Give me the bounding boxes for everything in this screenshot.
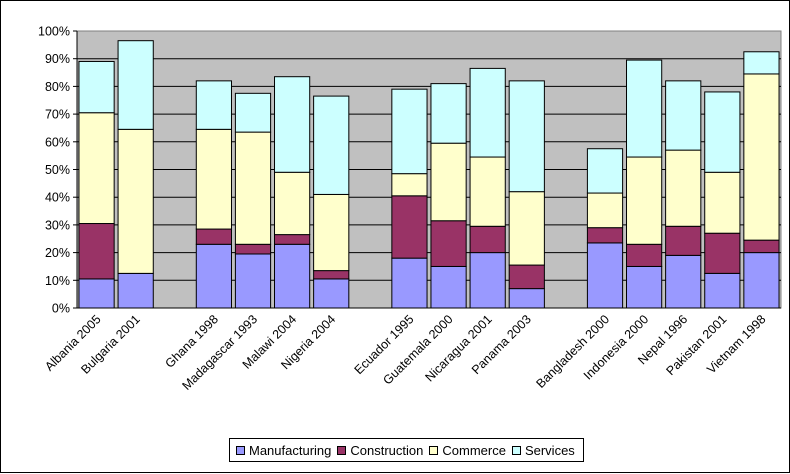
legend-item: Services <box>511 442 575 458</box>
legend-swatch <box>236 445 245 455</box>
legend-swatch <box>337 445 347 455</box>
bar-segment <box>195 228 232 245</box>
chart-legend: Manufacturing Construction Commerce Service… <box>229 438 584 462</box>
bar-segment <box>117 40 154 130</box>
y-tick-label: 40% <box>45 191 70 205</box>
y-tick-label: 60% <box>45 135 70 149</box>
bar-segment <box>704 272 741 309</box>
bar-segment <box>391 88 428 175</box>
y-tick-label: 10% <box>45 274 70 288</box>
bar-segment <box>274 234 311 245</box>
y-tick-label: 30% <box>45 218 70 232</box>
legend-item: Construction <box>337 443 423 458</box>
bar-segment <box>78 278 115 309</box>
bar-segment <box>274 243 311 309</box>
bar-segment <box>430 83 467 144</box>
bar-segment <box>234 253 272 309</box>
bar-segment <box>313 278 350 309</box>
bar-segment <box>117 128 154 274</box>
x-category-label: Guatemala 2000 <box>380 312 455 387</box>
y-tick-label: 0% <box>52 302 70 316</box>
y-tick-label: 100% <box>38 25 70 39</box>
bar-segment <box>665 254 702 309</box>
x-category-label: Bangladesh 2000 <box>533 312 612 391</box>
bar-segment <box>469 252 506 309</box>
y-tick-label: 80% <box>45 80 70 94</box>
bar-segment <box>665 149 702 227</box>
bar-segment <box>469 67 506 158</box>
bar-segment <box>313 193 350 272</box>
bar-segment <box>704 91 741 173</box>
bar-segment <box>78 223 115 280</box>
x-category-label: Nicaragua 2001 <box>422 312 494 384</box>
bar-segment <box>626 265 663 309</box>
bar-segment <box>743 252 780 309</box>
legend-label: Commerce <box>442 442 506 458</box>
bar-segment <box>430 265 467 309</box>
bar-segment <box>626 59 663 158</box>
bar-segment <box>195 128 232 230</box>
bar-segment <box>626 156 663 245</box>
bar-segment <box>313 270 350 280</box>
legend-label: Services <box>524 442 575 458</box>
legend-label: Manufacturing <box>249 442 332 458</box>
bar-segment <box>743 51 780 75</box>
legend-item: Commerce <box>429 443 506 458</box>
bar-segment <box>430 220 467 267</box>
y-tick-label: 90% <box>45 52 70 66</box>
bar-segment <box>586 148 624 194</box>
bar-segment <box>234 243 272 255</box>
bar-segment <box>508 191 545 266</box>
bar-segment <box>391 257 428 309</box>
bar-segment <box>704 171 741 234</box>
legend-swatch <box>429 445 439 455</box>
bar-segment <box>195 243 232 309</box>
bar-segment <box>391 195 428 259</box>
bar-segment <box>430 142 467 222</box>
bar-segment <box>274 76 311 173</box>
bar-segment <box>743 239 780 254</box>
bar-segment <box>508 264 545 290</box>
bar-segment <box>313 95 350 195</box>
bar-segment <box>78 112 115 225</box>
bar-segment <box>195 80 232 130</box>
bar-segment <box>626 243 663 267</box>
bar-segment <box>508 80 545 193</box>
bar-segment <box>665 225 702 256</box>
y-tick-label: 20% <box>45 246 70 260</box>
y-tick-label: 50% <box>45 163 70 177</box>
bar-segment <box>78 60 115 114</box>
bar-segment <box>469 156 506 227</box>
bar-segment <box>704 232 741 274</box>
bar-segment <box>586 192 624 229</box>
bar-segment <box>665 80 702 151</box>
bar-segment <box>586 227 624 244</box>
bar-segment <box>508 288 545 309</box>
bar-segment <box>234 92 272 133</box>
bar-segment <box>391 173 428 197</box>
bar-segment <box>586 242 624 309</box>
bar-segment <box>234 131 272 245</box>
bar-segment <box>743 73 780 241</box>
bar-segment <box>117 272 154 309</box>
bar-segment <box>469 225 506 254</box>
legend-item: Manufacturing <box>236 443 331 458</box>
y-tick-label: 70% <box>45 108 70 122</box>
legend-swatch <box>511 445 521 455</box>
legend-label: Construction <box>350 442 424 458</box>
bar-segment <box>274 171 311 236</box>
